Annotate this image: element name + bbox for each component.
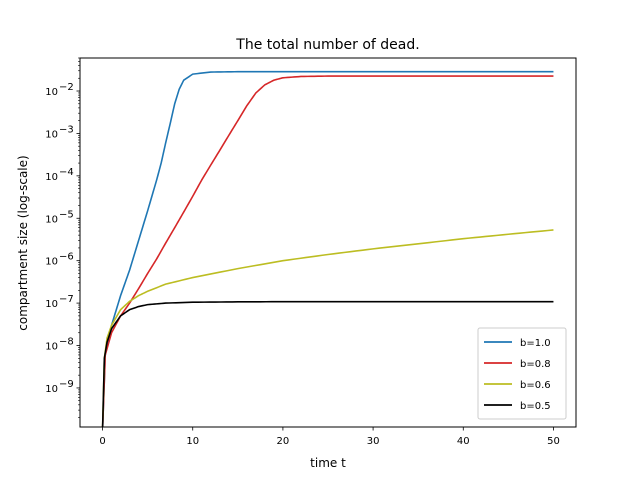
series-line-b=0.5 (101, 300, 554, 427)
y-tick-exponent: −6 (59, 252, 74, 263)
plot-area (101, 70, 554, 427)
chart-title: The total number of dead. (235, 37, 419, 53)
legend-label: b=0.5 (520, 401, 551, 412)
y-tick-label: 10 (45, 384, 58, 395)
y-tick-exponent: −3 (59, 124, 74, 135)
series-line-b=1.0 (101, 70, 554, 427)
y-tick-label: 10 (45, 172, 58, 183)
series-line-b=0.6 (101, 229, 554, 427)
x-tick-label: 10 (186, 436, 199, 447)
legend-label: b=0.6 (520, 380, 551, 391)
plot-frame (79, 57, 577, 428)
legend-label: b=0.8 (520, 359, 551, 370)
y-axis: 10−910−810−710−610−510−410−310−2 (45, 57, 80, 418)
legend-label: b=1.0 (520, 338, 551, 349)
x-tick-label: 50 (547, 436, 560, 447)
y-tick-label: 10 (45, 299, 58, 310)
y-tick-exponent: −7 (59, 294, 74, 305)
x-axis-label: time t (310, 456, 346, 470)
x-tick-label: 30 (367, 436, 380, 447)
y-tick-exponent: −4 (59, 167, 74, 178)
y-tick-label: 10 (45, 214, 58, 225)
x-tick-label: 40 (457, 436, 470, 447)
y-tick-label: 10 (45, 87, 58, 98)
legend-box (477, 327, 567, 420)
y-tick-label: 10 (45, 129, 58, 140)
y-tick-exponent: −9 (59, 379, 74, 390)
y-tick-exponent: −5 (59, 209, 74, 220)
y-axis-label: compartment size (log-scale) (16, 155, 30, 330)
y-tick-exponent: −8 (59, 337, 74, 348)
legend: b=1.0 b=0.8 b=0.6 b=0.5 (477, 327, 567, 420)
y-tick-label: 10 (45, 342, 58, 353)
y-tick-label: 10 (45, 257, 58, 268)
y-tick-exponent: −2 (59, 82, 74, 93)
x-tick-label: 20 (277, 436, 290, 447)
x-axis: 0 10 20 30 40 50 (99, 427, 560, 447)
series-line-b=0.8 (101, 75, 554, 427)
x-tick-label: 0 (99, 436, 105, 447)
